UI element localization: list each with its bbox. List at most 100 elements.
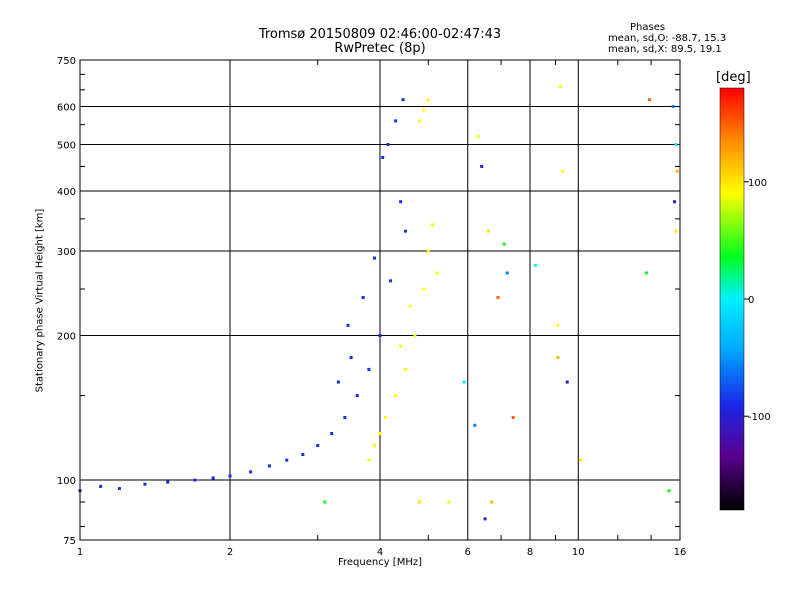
colorbar-tick-label: -100: [748, 412, 771, 423]
colorbar-tick-label: 0: [748, 295, 754, 306]
data-point: [166, 480, 170, 484]
data-point: [533, 263, 537, 267]
chart-title: Tromsø 20150809 02:46:00-02:47:43: [258, 27, 502, 42]
data-point: [674, 229, 678, 233]
plot-frame: [79, 59, 681, 541]
data-point: [343, 415, 347, 419]
x-tick-label: 4: [377, 547, 383, 558]
data-point: [556, 323, 560, 327]
data-point: [674, 143, 678, 147]
y-tick-label: 200: [57, 332, 76, 343]
data-point: [422, 287, 426, 291]
data-point: [667, 489, 671, 493]
data-point: [422, 108, 426, 112]
data-point: [648, 98, 652, 102]
colorbar-ticks: 100 0 -100: [744, 178, 771, 423]
data-point: [403, 229, 407, 233]
y-tick-label: 500: [57, 141, 76, 152]
data-point: [486, 229, 490, 233]
data-point: [373, 444, 377, 448]
x-tick-label: 8: [527, 547, 533, 558]
data-point: [476, 134, 480, 138]
y-tick-label: 400: [57, 187, 76, 198]
y-tick-label: 75: [63, 536, 76, 547]
data-point: [378, 334, 382, 338]
data-point: [399, 344, 403, 348]
data-point: [228, 474, 232, 478]
colorbar: [719, 87, 745, 511]
y-tick-label: 600: [57, 103, 76, 114]
colorbar-tick-label: 100: [748, 178, 767, 189]
data-point: [323, 500, 327, 504]
y-tick-label: 300: [57, 247, 76, 258]
data-point: [447, 500, 451, 504]
data-point: [143, 482, 147, 486]
data-point: [496, 296, 500, 300]
data-point: [480, 164, 484, 168]
data-point: [389, 279, 393, 283]
stats-heading: Phases: [630, 22, 666, 33]
data-point: [267, 464, 271, 468]
x-axis-label: Frequency [MHz]: [337, 557, 423, 568]
data-point: [193, 478, 197, 482]
data-point: [285, 458, 289, 462]
data-point: [426, 249, 430, 253]
data-point: [373, 256, 377, 260]
y-tick-label: 100: [57, 476, 76, 487]
data-point: [301, 453, 305, 457]
x-tick-label: 2: [227, 547, 233, 558]
data-point: [336, 380, 340, 384]
data-point: [558, 85, 562, 89]
stats-x-mode: mean, sd,X: 89.5, 19.1: [608, 44, 722, 55]
data-point: [511, 415, 515, 419]
data-point: [381, 155, 385, 159]
data-point: [349, 355, 353, 359]
data-point: [435, 271, 439, 275]
data-point: [403, 367, 407, 371]
data-point: [117, 487, 121, 491]
data-point: [383, 415, 387, 419]
data-point: [473, 423, 477, 427]
y-tick-label: 750: [57, 56, 76, 67]
data-point: [355, 394, 359, 398]
data-point: [673, 200, 677, 204]
data-point: [346, 323, 350, 327]
data-point: [378, 432, 382, 436]
data-point: [556, 355, 560, 359]
data-point: [483, 517, 487, 521]
data-point: [316, 444, 320, 448]
data-point: [413, 334, 417, 338]
data-points: [78, 85, 679, 521]
x-tick-label: 10: [572, 547, 585, 558]
data-point: [462, 380, 466, 384]
data-point: [644, 271, 648, 275]
data-point: [386, 143, 390, 147]
data-point: [502, 242, 506, 246]
chart-subtitle: RwPretec (8p): [334, 41, 426, 56]
axis-ticks: 1 2 4 6 8 10 16 75 100 200 300 400 500 600 750: [57, 56, 686, 558]
data-point: [361, 296, 365, 300]
data-point: [249, 470, 253, 474]
data-point: [408, 304, 412, 308]
data-point: [675, 169, 679, 173]
data-point: [561, 169, 565, 173]
data-point: [417, 119, 421, 123]
data-point: [505, 271, 509, 275]
data-point: [426, 98, 430, 102]
data-point: [578, 458, 582, 462]
data-point: [211, 476, 215, 480]
data-point: [671, 105, 675, 109]
data-point: [565, 380, 569, 384]
stats-o-mode: mean, sd,O: -88.7, 15.3: [608, 33, 727, 44]
data-point: [490, 500, 494, 504]
data-point: [401, 98, 405, 102]
colorbar-label: [deg]: [716, 70, 751, 85]
data-point: [367, 458, 371, 462]
data-point: [330, 432, 334, 436]
x-tick-label: 6: [465, 547, 471, 558]
x-tick-label: 16: [674, 547, 687, 558]
data-point: [399, 200, 403, 204]
data-point: [431, 223, 435, 227]
data-point: [367, 367, 371, 371]
